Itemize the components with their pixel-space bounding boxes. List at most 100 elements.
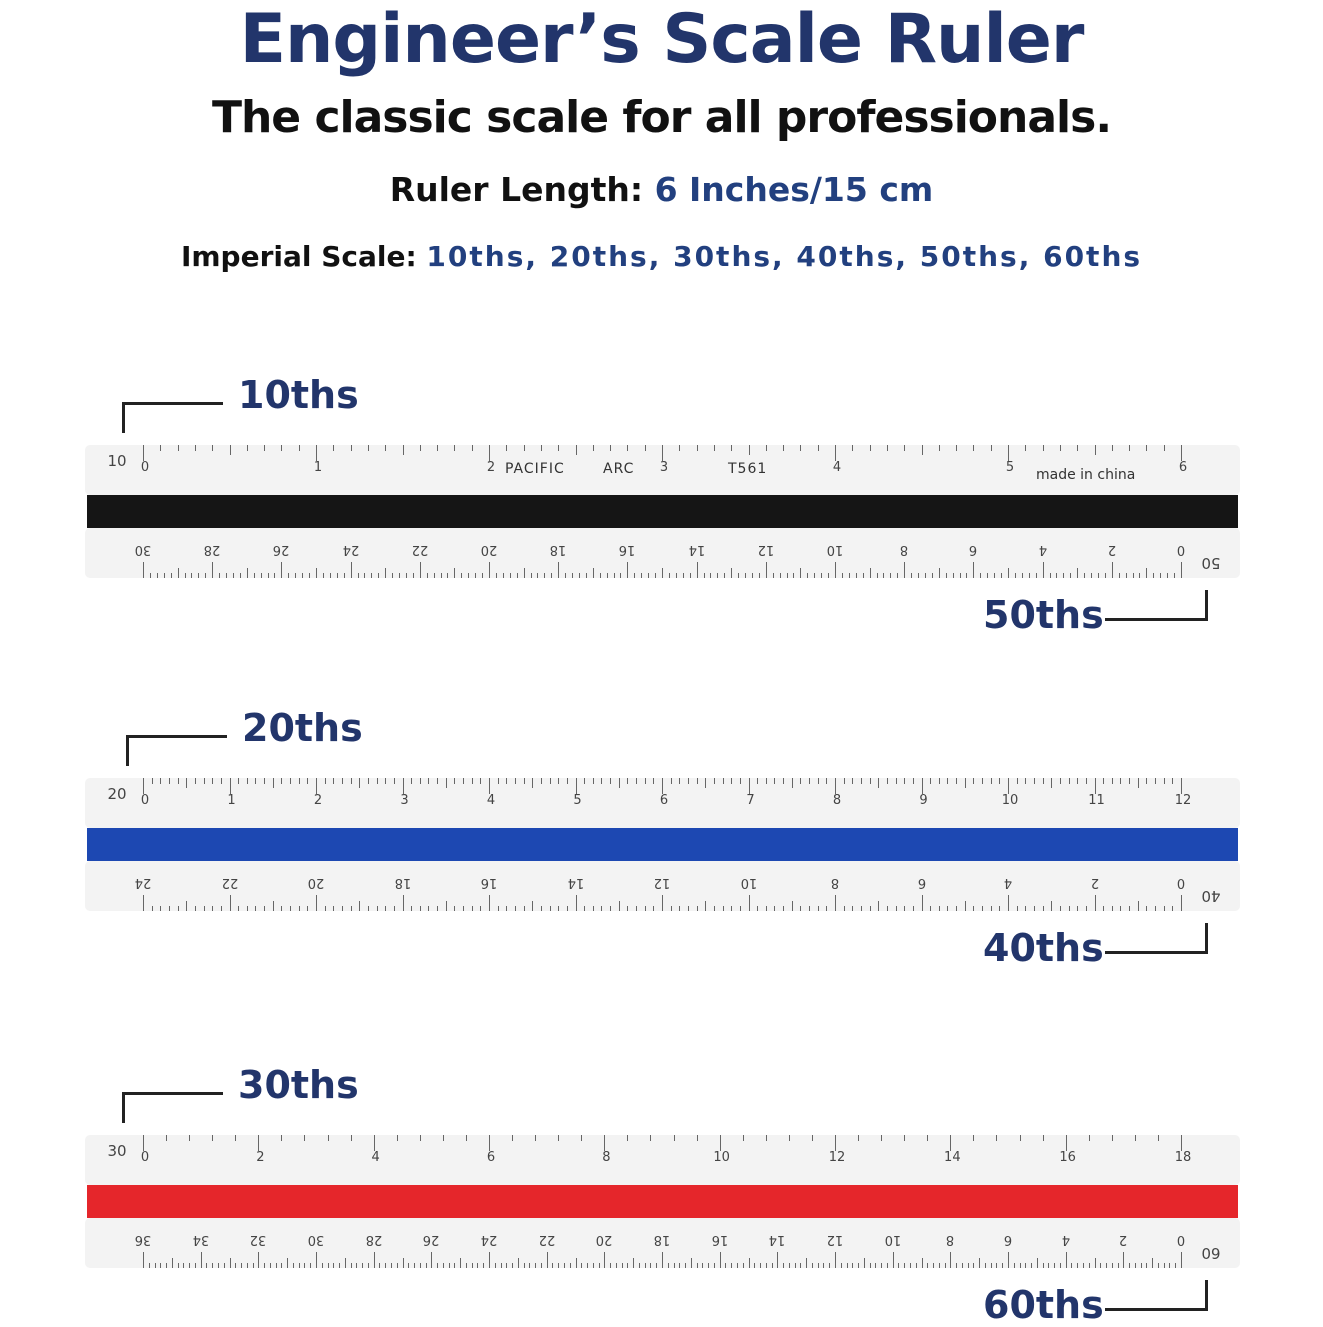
- tick-mark: [454, 445, 456, 451]
- tick-mark: [1104, 573, 1106, 578]
- tick-mark: [852, 445, 854, 451]
- bottom-scale-number: 24: [342, 542, 359, 557]
- bottom-scale-number: 10: [884, 1232, 901, 1247]
- tick-mark: [751, 573, 753, 578]
- tick-mark: [667, 1263, 669, 1268]
- tick-mark: [506, 1263, 508, 1268]
- tick-mark: [938, 568, 940, 578]
- top-scale-number: 8: [832, 793, 842, 808]
- tick-mark: [592, 445, 594, 451]
- tick-mark: [592, 568, 594, 578]
- tick-mark: [1097, 573, 1099, 578]
- tick-mark: [800, 445, 802, 451]
- tick-mark: [973, 906, 975, 911]
- tick-mark: [840, 1263, 842, 1268]
- bottom-bracket: [1105, 1280, 1208, 1311]
- tick-mark: [298, 906, 300, 911]
- tick-mark: [826, 778, 828, 784]
- tick-mark: [668, 573, 670, 578]
- bottom-scale-number: 8: [900, 542, 909, 557]
- tick-mark: [662, 778, 663, 794]
- tick-mark: [990, 1263, 992, 1268]
- top-scale-number: 0: [140, 793, 150, 808]
- tick-mark: [350, 906, 352, 911]
- tick-mark: [212, 445, 214, 451]
- tick-mark: [309, 573, 311, 578]
- bottom-scale-number: 18: [653, 1232, 671, 1247]
- tick-mark: [246, 778, 248, 784]
- tick-mark: [863, 1258, 865, 1268]
- ruler-10-50: 0 1 2 3 4 5 6 10 PACIFIC ARC T561 made in china 30 28…: [85, 445, 1240, 578]
- tick-mark: [774, 778, 776, 784]
- tick-mark: [956, 1263, 958, 1268]
- ruler-bottom-face: 24 22 20 18 16 14 12 10 8 6 4 2 0 40: [85, 861, 1240, 911]
- tick-mark: [705, 778, 707, 788]
- bottom-scale-number: 4: [1061, 1232, 1070, 1247]
- tick-mark: [1002, 1263, 1004, 1268]
- tick-mark: [1063, 573, 1065, 578]
- tick-mark: [327, 1135, 329, 1141]
- tick-mark: [980, 573, 982, 578]
- tick-mark: [170, 573, 172, 578]
- tick-mark: [898, 1263, 900, 1268]
- tick-mark: [572, 573, 574, 578]
- tick-mark: [1157, 1263, 1159, 1268]
- tick-mark: [858, 1263, 860, 1268]
- tick-mark: [1169, 1263, 1171, 1268]
- tick-mark: [722, 778, 724, 784]
- tick-mark: [1021, 573, 1023, 578]
- tick-mark: [627, 906, 629, 911]
- bottom-scale-label: 50ths: [983, 593, 1104, 637]
- tick-mark: [1094, 895, 1096, 911]
- tick-mark: [517, 1258, 519, 1268]
- tick-mark: [350, 445, 352, 451]
- tick-mark: [644, 906, 646, 911]
- tick-mark: [529, 1263, 531, 1268]
- top-scale-number: 6: [486, 1150, 496, 1165]
- tick-mark: [765, 1135, 767, 1141]
- tick-mark: [618, 778, 620, 788]
- tick-mark: [945, 573, 947, 578]
- top-bracket: [126, 735, 227, 766]
- tick-mark: [653, 778, 655, 784]
- tick-mark: [468, 573, 470, 578]
- tick-mark: [592, 906, 594, 911]
- tick-mark: [1085, 778, 1087, 784]
- tick-mark: [1134, 1135, 1136, 1141]
- tick-mark: [566, 778, 568, 784]
- tick-mark: [143, 445, 144, 461]
- tick-mark: [512, 1135, 514, 1141]
- tick-mark: [745, 573, 747, 578]
- tick-mark: [634, 573, 636, 578]
- tick-mark: [886, 906, 888, 911]
- tick-mark: [183, 1263, 185, 1268]
- tick-mark: [1132, 573, 1134, 578]
- tick-mark: [260, 573, 262, 578]
- tick-mark: [264, 1263, 266, 1268]
- tick-mark: [777, 1252, 779, 1268]
- tick-mark: [322, 573, 324, 578]
- tick-mark: [679, 778, 681, 784]
- tick-mark: [947, 778, 949, 784]
- tick-mark: [246, 906, 248, 911]
- tick-mark: [186, 901, 188, 911]
- ruler-bottom-face: 36 34 32 30 28 26 24 22 20 18 16 14 12 10 8 6 4 2 0 60: [85, 1218, 1240, 1268]
- tick-mark: [447, 573, 449, 578]
- tick-mark: [569, 1263, 571, 1268]
- tick-mark: [1111, 562, 1113, 578]
- tick-mark: [938, 906, 940, 911]
- tick-mark: [748, 778, 750, 794]
- top-bracket: [122, 1092, 223, 1123]
- tick-mark: [419, 906, 421, 911]
- tick-mark: [809, 778, 811, 784]
- tick-mark: [786, 573, 788, 578]
- bottom-scale-number: 16: [480, 875, 498, 890]
- tick-mark: [788, 1263, 790, 1268]
- tick-mark: [281, 1263, 283, 1268]
- tick-mark: [575, 778, 577, 794]
- top-scale-number: 4: [371, 1150, 380, 1165]
- tick-mark: [615, 1263, 617, 1268]
- tick-mark: [151, 906, 153, 911]
- tick-mark: [1028, 573, 1030, 578]
- tick-mark: [509, 573, 511, 578]
